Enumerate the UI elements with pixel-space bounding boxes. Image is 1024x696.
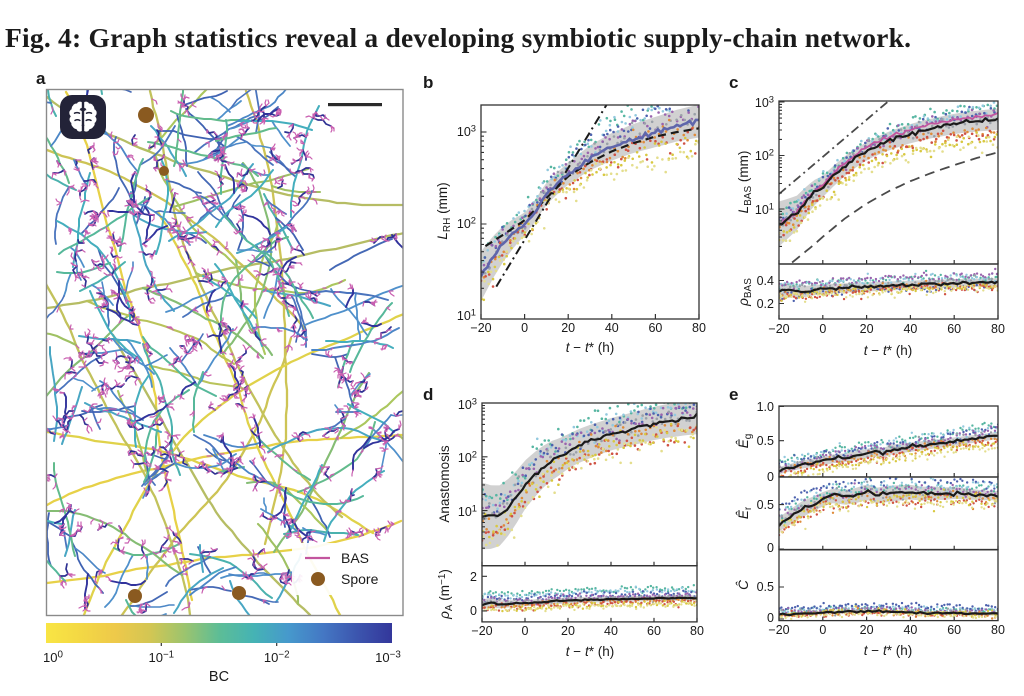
svg-text:t − t* (h): t − t* (h) (566, 644, 614, 659)
svg-text:60: 60 (947, 322, 961, 336)
svg-text:−20: −20 (768, 322, 789, 336)
svg-text:d: d (423, 385, 433, 404)
svg-text:60: 60 (647, 624, 661, 638)
svg-text:BAS: BAS (341, 550, 369, 566)
svg-text:Êr: Êr (736, 506, 754, 519)
svg-text:40: 40 (903, 623, 917, 637)
svg-text:t − t* (h): t − t* (h) (864, 343, 912, 358)
svg-text:Spore: Spore (341, 571, 379, 587)
svg-text:0: 0 (819, 623, 826, 637)
svg-text:Anastomosis: Anastomosis (437, 445, 452, 523)
svg-text:ρA (m−1): ρA (m−1) (437, 569, 455, 620)
svg-text:80: 80 (991, 322, 1005, 336)
svg-text:Fig. 4: Graph statistics revea: Fig. 4: Graph statistics reveal a develo… (5, 22, 911, 53)
svg-text:LBAS (mm): LBAS (mm) (736, 151, 754, 214)
svg-text:20: 20 (860, 623, 874, 637)
svg-text:b: b (423, 73, 433, 92)
svg-text:1.0: 1.0 (757, 400, 774, 414)
svg-text:60: 60 (947, 623, 961, 637)
svg-text:c: c (729, 73, 738, 92)
svg-text:t − t* (h): t − t* (h) (864, 643, 912, 658)
svg-text:20: 20 (561, 321, 575, 335)
svg-text:Êg: Êg (736, 434, 754, 449)
svg-text:a: a (36, 69, 46, 88)
svg-text:0.5: 0.5 (757, 434, 774, 448)
svg-text:LRH (mm): LRH (mm) (435, 182, 453, 239)
svg-text:0: 0 (767, 470, 774, 484)
svg-text:40: 40 (605, 321, 619, 335)
svg-text:20: 20 (860, 322, 874, 336)
svg-text:e: e (729, 385, 738, 404)
svg-text:80: 80 (692, 321, 706, 335)
svg-text:−20: −20 (471, 624, 492, 638)
svg-text:0: 0 (470, 604, 477, 618)
svg-text:0.4: 0.4 (757, 274, 774, 288)
svg-text:Ĉ: Ĉ (736, 580, 751, 590)
svg-text:40: 40 (604, 624, 618, 638)
svg-text:0: 0 (767, 541, 774, 555)
svg-text:0.5: 0.5 (757, 580, 774, 594)
svg-text:0.5: 0.5 (757, 498, 774, 512)
svg-text:20: 20 (561, 624, 575, 638)
svg-text:0: 0 (767, 611, 774, 625)
svg-text:40: 40 (903, 322, 917, 336)
svg-text:ρBAS: ρBAS (736, 278, 754, 307)
svg-text:80: 80 (991, 623, 1005, 637)
svg-text:−20: −20 (768, 623, 789, 637)
svg-text:2: 2 (470, 570, 477, 584)
svg-text:t − t* (h): t − t* (h) (566, 340, 614, 355)
svg-text:0: 0 (521, 321, 528, 335)
svg-text:0.2: 0.2 (757, 297, 774, 311)
svg-text:60: 60 (648, 321, 662, 335)
svg-text:BC: BC (209, 669, 229, 685)
svg-text:−20: −20 (470, 321, 491, 335)
svg-text:0: 0 (522, 624, 529, 638)
svg-text:80: 80 (690, 624, 704, 638)
svg-text:0: 0 (819, 322, 826, 336)
